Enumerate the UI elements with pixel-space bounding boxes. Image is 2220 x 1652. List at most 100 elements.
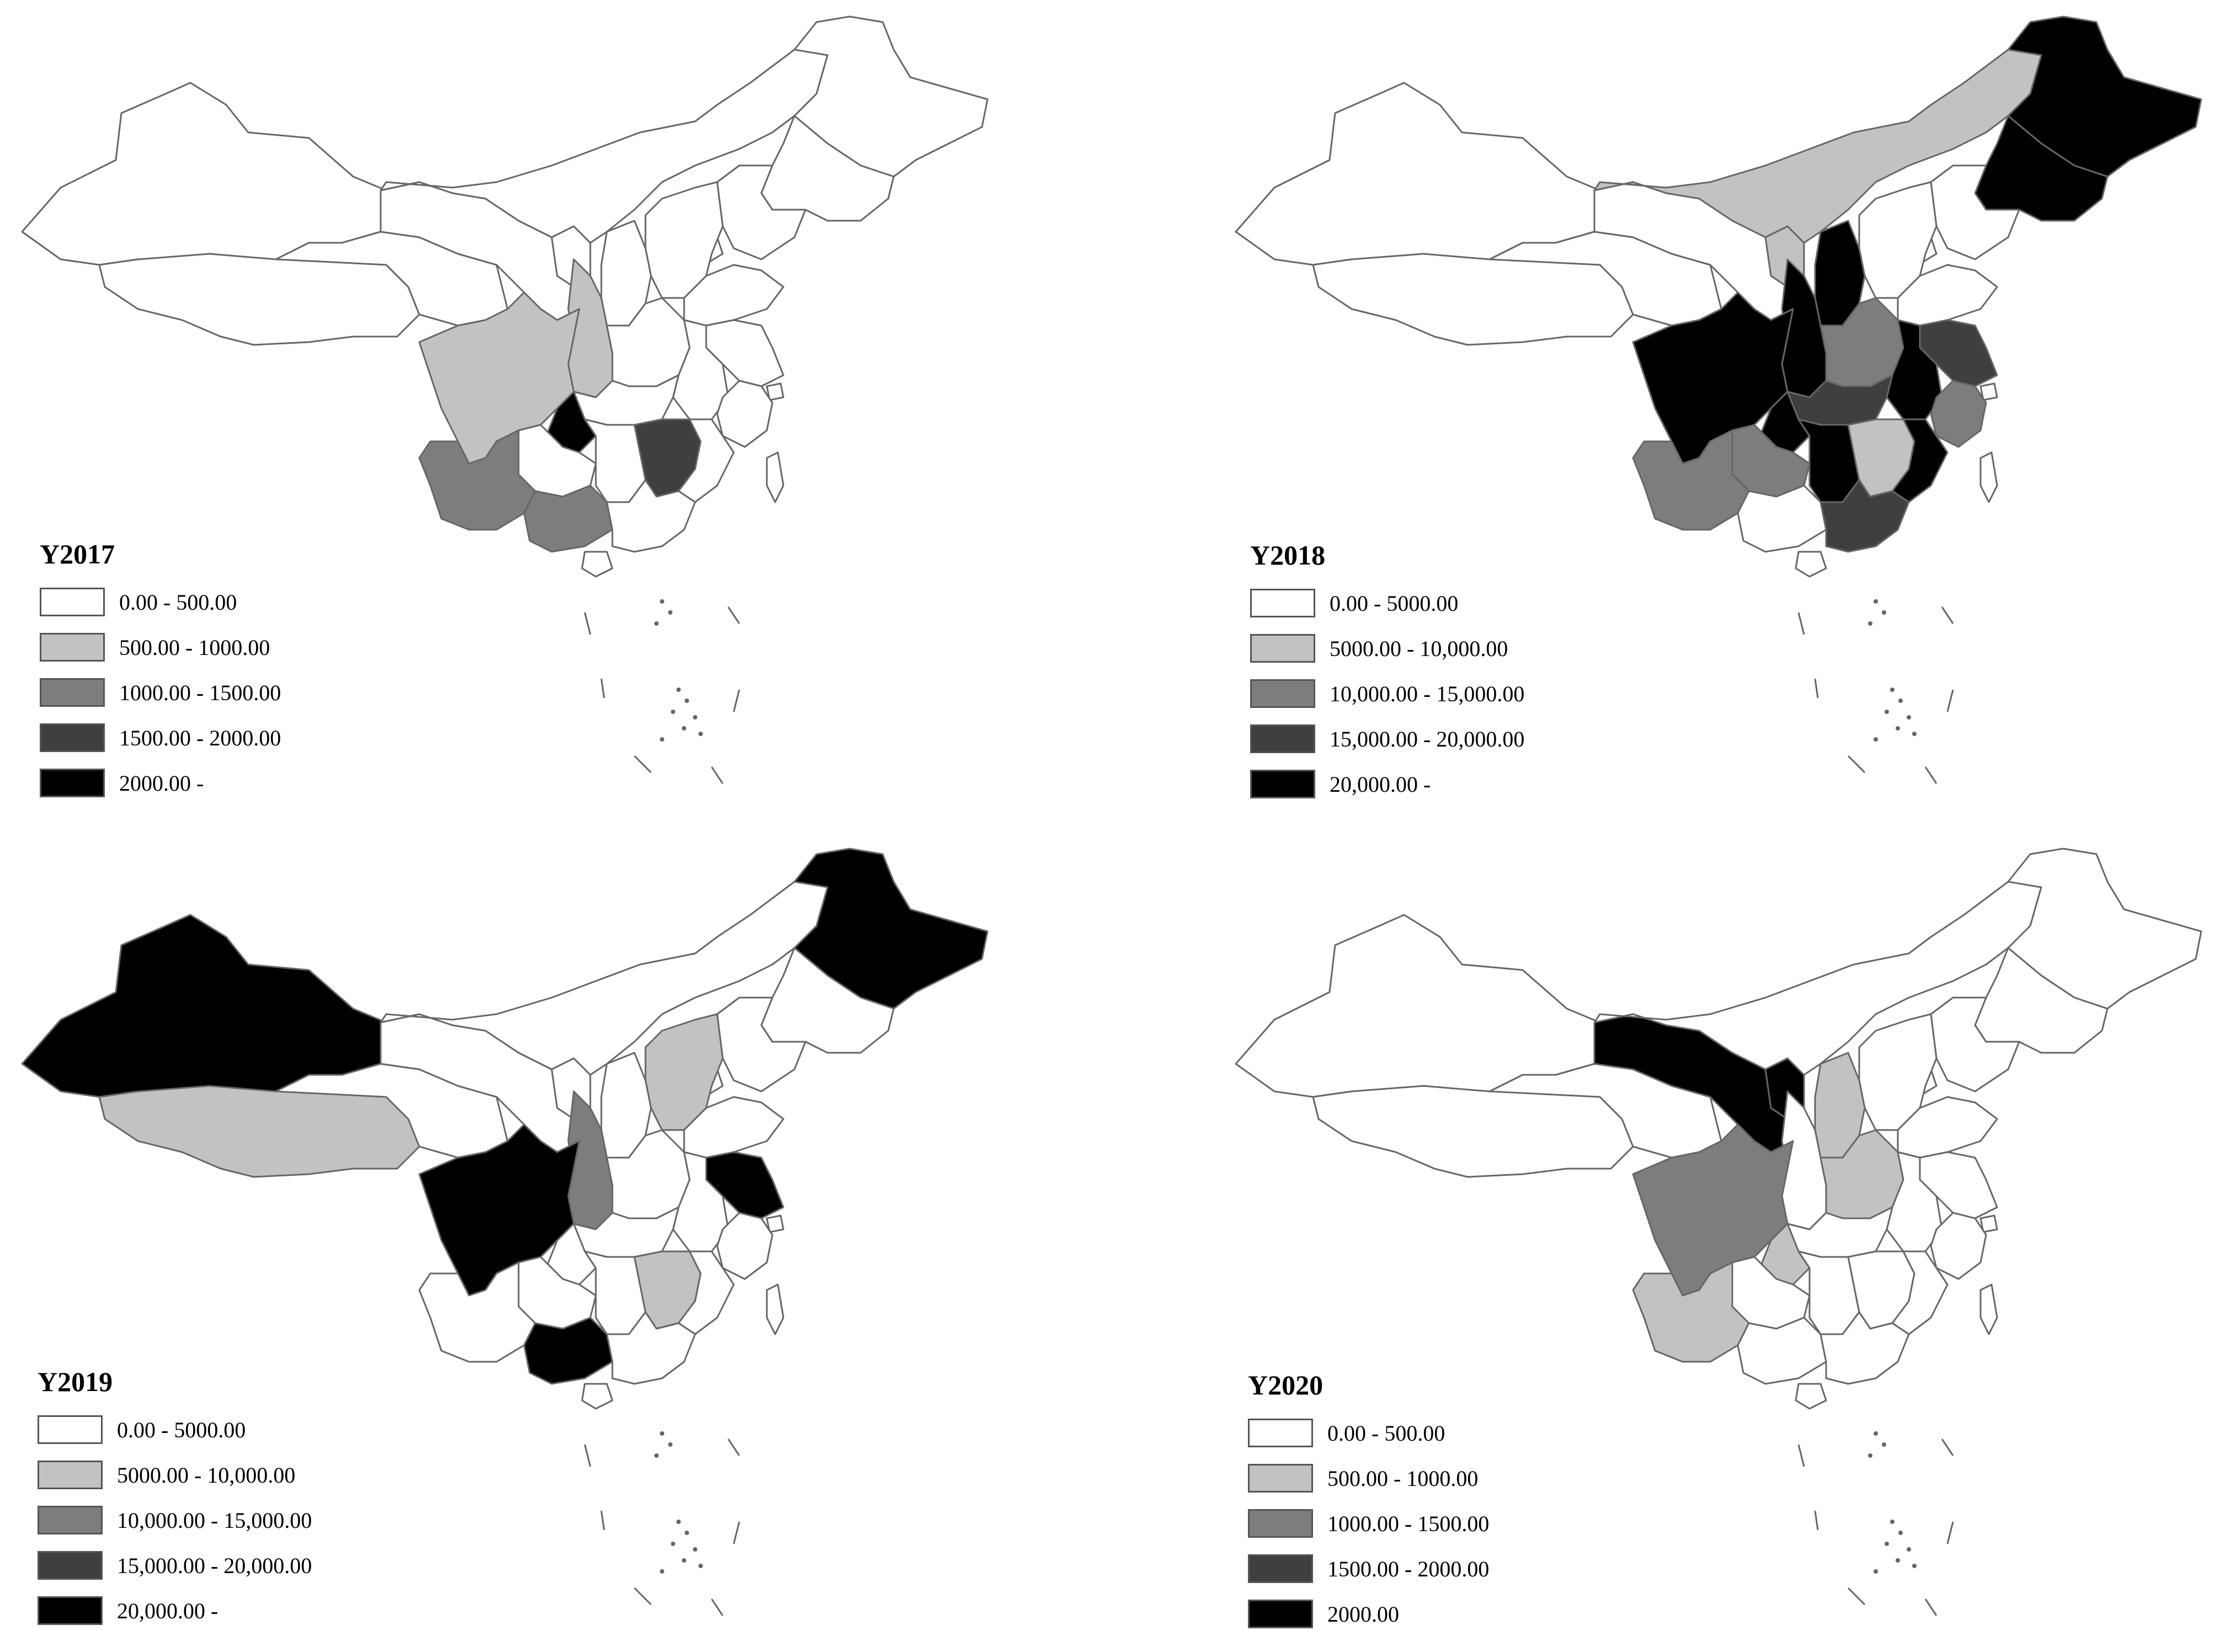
region-henan [1819, 1129, 1904, 1219]
region-fujian [677, 1250, 735, 1335]
legend-label: 20,000.00 - [117, 1598, 218, 1623]
region-gansu [1593, 1013, 1800, 1153]
region-zhejiang [1930, 380, 1987, 448]
region-shaanxi [567, 258, 613, 398]
region-hunan [584, 1250, 647, 1335]
legend-row: 0.00 - 500.00 [1248, 1410, 1489, 1456]
region-gansu [1593, 181, 1800, 321]
legend-swatch [38, 1551, 103, 1580]
region-hainan [1795, 551, 1827, 578]
region-zhejiang [1930, 1212, 1987, 1280]
region-hunan [1797, 1250, 1860, 1335]
island-dot [1907, 715, 1911, 720]
region-guizhou [1731, 1256, 1811, 1330]
region-guangxi [523, 1317, 613, 1385]
region-hubei [573, 374, 680, 426]
region-inner-mongolia [380, 864, 829, 1076]
legend-swatch [1248, 1509, 1313, 1538]
region-hainan [581, 551, 613, 578]
region-ningxia [1764, 225, 1805, 288]
region-shandong [683, 1096, 785, 1159]
region-hebei [1858, 1013, 1938, 1131]
legend-swatch [1250, 679, 1315, 708]
region-shandong [1897, 1096, 1998, 1159]
region-liaoning [716, 164, 807, 260]
region-chongqing [1759, 391, 1811, 454]
region-chongqing [545, 391, 597, 454]
region-beijing [1891, 217, 1921, 247]
legend-row: 0.00 - 500.00 [40, 579, 281, 625]
boundary-dash [1924, 766, 1938, 784]
region-shanghai [766, 1214, 785, 1233]
region-yunnan [1632, 429, 1750, 531]
legend-label: 2000.00 - [119, 770, 204, 796]
legend-label: 5000.00 - 10,000.00 [1330, 636, 1508, 661]
region-tianjin [1916, 236, 1938, 263]
legend-swatch [1250, 589, 1315, 617]
legend-swatch [1248, 1600, 1313, 1628]
region-guizhou [517, 424, 597, 498]
island-dot [1898, 1531, 1903, 1535]
legend-label: 500.00 - 1000.00 [119, 635, 270, 660]
legend-swatch [1248, 1464, 1313, 1493]
legend-row: 1000.00 - 1500.00 [1248, 1501, 1489, 1546]
region-liaoning [716, 996, 807, 1093]
region-guangdong [606, 1311, 696, 1385]
island-dot [1885, 710, 1889, 714]
legend-2: Y2018 0.00 - 5000.00 5000.00 - 10,000.00… [1250, 540, 1524, 807]
legend-swatch [38, 1461, 103, 1489]
legend-row: 1500.00 - 2000.00 [1248, 1546, 1489, 1591]
region-yunnan [418, 429, 536, 531]
legend-label: 10,000.00 - 15,000.00 [117, 1507, 312, 1533]
legend-row: 2000.00 [1248, 1591, 1489, 1637]
region-ningxia [551, 225, 591, 288]
legend-label: 5000.00 - 10,000.00 [117, 1462, 296, 1488]
legend-row: 5000.00 - 10,000.00 [1250, 626, 1524, 671]
island-dot [1890, 1520, 1895, 1524]
region-shaanxi [567, 1090, 613, 1230]
island-dot [682, 1558, 686, 1563]
boundary-dash [1797, 1444, 1805, 1467]
legend-label: 0.00 - 5000.00 [1330, 590, 1459, 616]
region-hainan [1795, 1383, 1827, 1410]
region-heilongjiang [793, 848, 989, 1010]
boundary-dash [1847, 1587, 1866, 1606]
island-dot [654, 621, 659, 626]
legend-row: 500.00 - 1000.00 [1248, 1456, 1489, 1501]
region-heilongjiang [2007, 848, 2202, 1010]
legend-row: 20,000.00 - [38, 1588, 312, 1633]
legend-swatch [1250, 634, 1315, 663]
region-henan [1819, 297, 1904, 387]
island-dot [1896, 1558, 1900, 1563]
island-dot [660, 1431, 664, 1436]
region-jiangxi [1847, 418, 1915, 498]
island-dot [1907, 1547, 1911, 1552]
boundary-dash [584, 1444, 591, 1467]
boundary-dash [711, 766, 724, 784]
boundary-dash [1941, 1438, 1954, 1456]
boundary-dash [633, 755, 652, 774]
boundary-dash [600, 678, 605, 699]
legend-row: 10,000.00 - 15,000.00 [38, 1498, 312, 1543]
island-dot [693, 715, 697, 720]
region-shaanxi [1781, 1090, 1827, 1230]
legend-swatch [40, 588, 105, 616]
boundary-dash [1946, 1521, 1954, 1544]
legend-title: Y2019 [38, 1366, 113, 1397]
region-heilongjiang [793, 15, 989, 178]
island-dot [676, 688, 681, 692]
legend-swatch [38, 1506, 103, 1534]
island-dot [668, 1442, 673, 1447]
region-inner-mongolia [380, 32, 829, 244]
legend-title: Y2020 [1248, 1369, 1324, 1400]
region-henan [606, 297, 691, 387]
region-xinjiang [21, 82, 387, 266]
boundary-dash [711, 1598, 724, 1616]
island-dot [671, 710, 675, 714]
region-jilin [760, 947, 895, 1054]
region-chongqing [545, 1223, 597, 1286]
region-taiwan [1979, 1283, 1998, 1335]
boundary-dash [727, 606, 740, 624]
